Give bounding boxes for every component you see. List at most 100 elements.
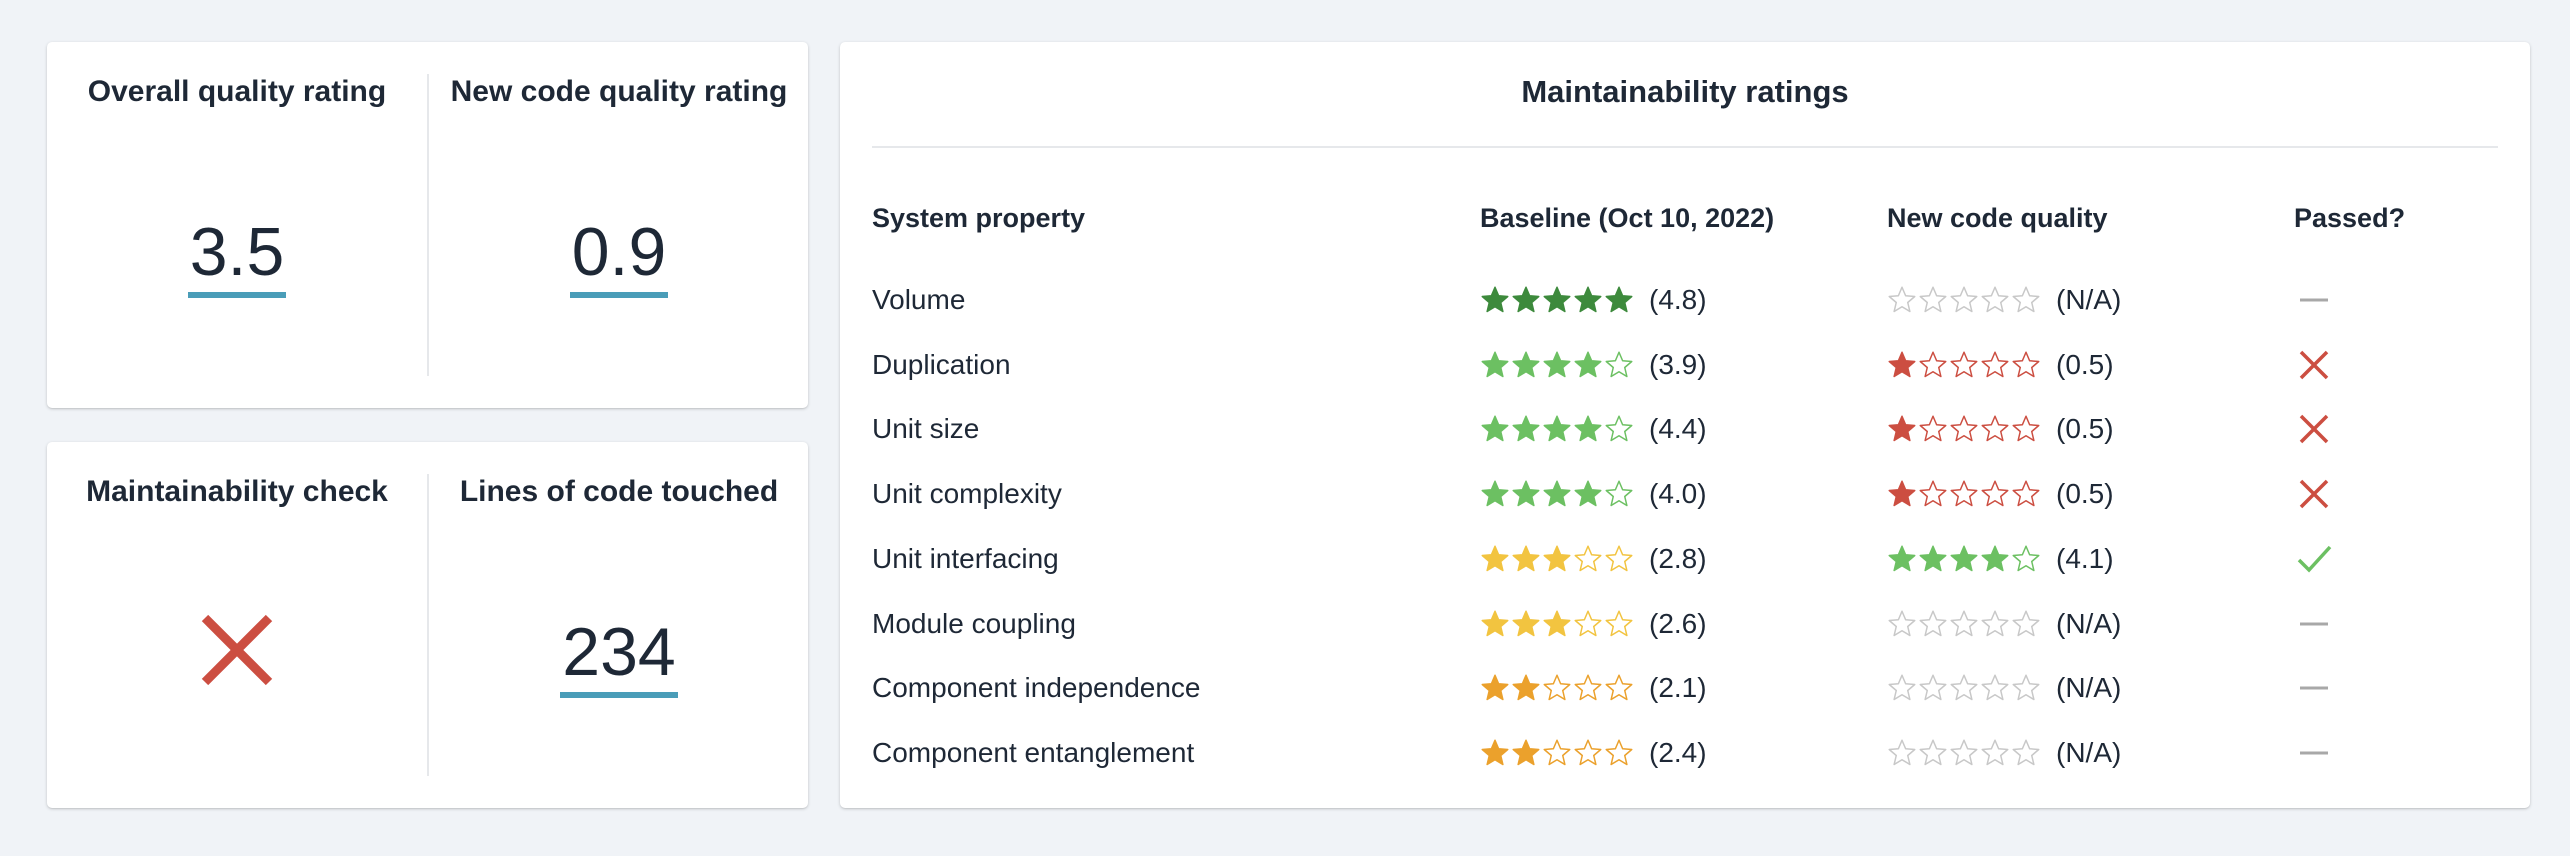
table-row[interactable]: Component entanglement (2.4) (N/A) (840, 721, 2530, 785)
star-filled-icon (1481, 351, 1509, 377)
star-filled-icon (1512, 674, 1540, 701)
table-divider (872, 146, 2498, 148)
system-property-label: Unit interfacing (872, 542, 1059, 574)
passed-status (2294, 397, 2334, 461)
star-outline-icon (1605, 351, 1633, 377)
lines-touched-title: Lines of code touched (459, 475, 779, 508)
baseline-rating: (2.1) (1480, 656, 1707, 720)
lines-touched-value-wrap: 234 (429, 612, 809, 698)
header-system-property: System property (872, 203, 1086, 233)
table-row[interactable]: Component independence (2.1) (N/A) (840, 656, 2530, 720)
dash-icon (2300, 686, 2328, 690)
new-code-rating-value: (N/A) (2056, 736, 2122, 768)
maintainability-ratings-card: Maintainability ratings System property … (840, 42, 2530, 808)
star-filled-icon (1981, 545, 2009, 572)
dash-icon (2300, 751, 2328, 755)
baseline-rating: (2.6) (1480, 592, 1707, 656)
star-outline-icon (1605, 610, 1633, 636)
star-outline-icon (1888, 610, 1916, 636)
star-filled-icon (1512, 739, 1540, 766)
new-code-quality-value[interactable]: 0.9 (569, 212, 669, 298)
check-icon (2297, 545, 2332, 573)
system-property-label: Module coupling (872, 607, 1076, 639)
star-outline-icon (2012, 739, 2040, 766)
baseline-stars (1480, 350, 1635, 380)
lines-touched-panel: Lines of code touched 234 (429, 442, 809, 808)
system-property-label: Component entanglement (872, 736, 1195, 768)
star-filled-icon (1512, 351, 1540, 377)
star-filled-icon (1888, 480, 1916, 507)
kpi-divider (427, 74, 429, 376)
star-outline-icon (1950, 415, 1978, 442)
table-row[interactable]: Module coupling (2.6) (N/A) (840, 592, 2530, 656)
baseline-rating-value: (4.8) (1649, 284, 1707, 315)
new-code-rating: (N/A) (1887, 721, 2121, 785)
star-outline-icon (1950, 674, 1978, 701)
star-outline-icon (2012, 674, 2040, 701)
table-row[interactable]: Unit interfacing (2.8) (4.1) (840, 527, 2530, 591)
baseline-rating-value: (2.1) (1649, 672, 1707, 704)
star-filled-icon (1481, 286, 1509, 313)
baseline-stars (1480, 479, 1635, 509)
table-row[interactable]: Unit complexity (4.0) (0.5) (840, 462, 2530, 526)
star-filled-icon (1543, 480, 1571, 507)
star-outline-icon (1605, 480, 1633, 507)
maintainability-check-panel: Maintainability check (47, 442, 427, 808)
new-code-rating: (0.5) (1887, 462, 2114, 526)
lines-touched-value[interactable]: 234 (560, 612, 678, 698)
table-row[interactable]: Duplication (3.9) (0.5) (840, 333, 2530, 397)
baseline-stars (1480, 738, 1635, 768)
new-code-stars (1887, 544, 2042, 574)
overall-quality-value[interactable]: 3.5 (187, 212, 287, 298)
star-filled-icon (1481, 674, 1509, 701)
star-outline-icon (1919, 351, 1947, 377)
star-filled-icon (1512, 286, 1540, 313)
dash-icon (2300, 298, 2328, 302)
star-filled-icon (1481, 739, 1509, 766)
star-outline-icon (2012, 610, 2040, 636)
star-outline-icon (1919, 415, 1947, 442)
star-filled-icon (1481, 610, 1509, 636)
new-code-rating: (0.5) (1887, 333, 2114, 397)
star-outline-icon (1574, 610, 1602, 636)
baseline-rating: (2.8) (1480, 527, 1707, 591)
star-outline-icon (1543, 739, 1571, 766)
star-filled-icon (1888, 415, 1916, 442)
system-property-label: Component independence (872, 672, 1201, 704)
new-code-rating-value: (0.5) (2056, 478, 2114, 510)
baseline-rating: (4.4) (1480, 397, 1707, 461)
baseline-rating: (3.9) (1480, 333, 1707, 397)
star-outline-icon (1950, 351, 1978, 377)
star-outline-icon (1888, 286, 1916, 313)
star-outline-icon (1919, 610, 1947, 636)
star-outline-icon (1950, 739, 1978, 766)
overall-quality-value-wrap: 3.5 (47, 212, 427, 298)
star-outline-icon (1919, 674, 1947, 701)
passed-status (2294, 721, 2334, 785)
header-new-code-quality: New code quality (1887, 203, 2108, 233)
star-outline-icon (1950, 286, 1978, 313)
star-outline-icon (1919, 480, 1947, 507)
star-outline-icon (1605, 674, 1633, 701)
baseline-rating-value: (2.6) (1649, 607, 1707, 639)
new-code-rating-value: (N/A) (2056, 607, 2122, 639)
star-outline-icon (1981, 415, 2009, 442)
maintainability-check-title: Maintainability check (86, 475, 388, 508)
baseline-stars (1480, 609, 1635, 639)
maintainability-summary-card: Maintainability check Lines of code touc… (47, 442, 808, 808)
table-row[interactable]: Unit size (4.4) (0.5) (840, 397, 2530, 461)
star-filled-icon (1543, 610, 1571, 636)
cross-icon (2299, 479, 2329, 509)
table-row[interactable]: Volume (4.8) (N/A) (840, 268, 2530, 332)
star-filled-icon (1919, 545, 1947, 572)
passed-status (2294, 333, 2334, 397)
star-outline-icon (1950, 480, 1978, 507)
star-filled-icon (1574, 286, 1602, 313)
new-code-rating: (N/A) (1887, 592, 2121, 656)
star-outline-icon (2012, 415, 2040, 442)
header-passed: Passed? (2294, 203, 2406, 233)
star-filled-icon (1512, 480, 1540, 507)
passed-status (2294, 527, 2334, 591)
star-filled-icon (1543, 286, 1571, 313)
new-code-rating: (N/A) (1887, 268, 2121, 332)
